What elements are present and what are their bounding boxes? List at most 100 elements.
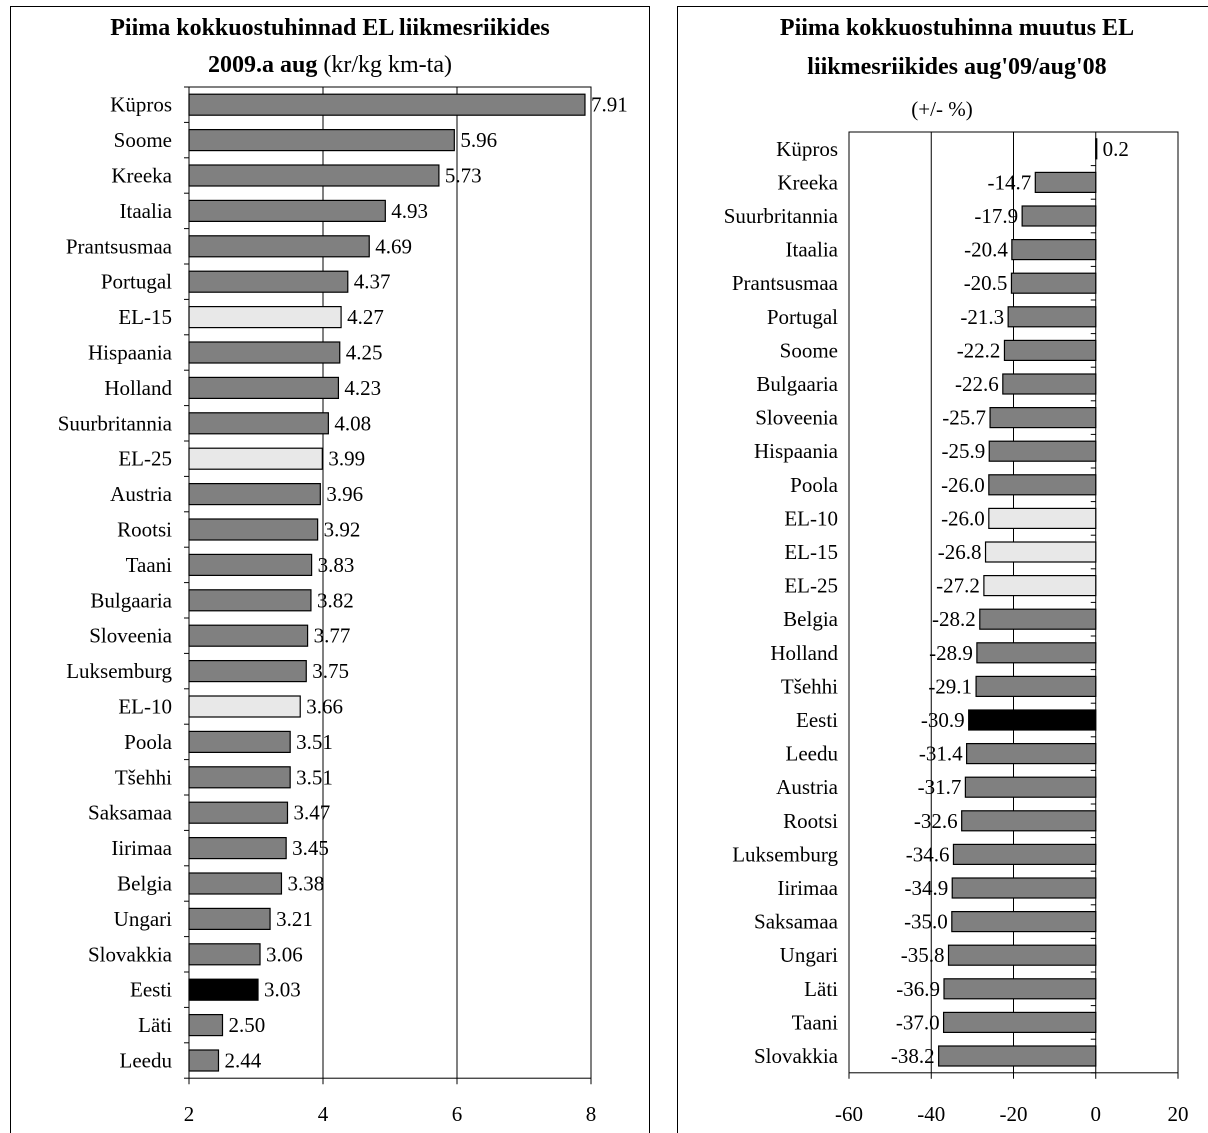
right-data-label-slovakkia: -38.2 xyxy=(891,1044,935,1068)
right-category-label-holland: Holland xyxy=(770,641,838,665)
right-data-label-holland: -28.9 xyxy=(929,641,973,665)
left-bar-sloveenia xyxy=(188,624,309,647)
left-category-label-kreeka: Kreeka xyxy=(111,164,172,188)
right-category-label-läti: Läti xyxy=(804,977,838,1001)
right-bar-el-10 xyxy=(988,507,1097,529)
left-bar-el-25 xyxy=(188,447,323,470)
left-data-label-saksamaa: 3.47 xyxy=(293,801,330,825)
left-x-tick-label: 6 xyxy=(452,1102,463,1126)
left-category-label-luksemburg: Luksemburg xyxy=(66,659,172,683)
right-category-label-ungari: Ungari xyxy=(780,943,838,967)
left-data-label-itaalia: 4.93 xyxy=(391,199,428,223)
left-data-label-prantsusmaa: 4.69 xyxy=(375,234,412,258)
left-category-label-eesti: Eesti xyxy=(130,978,172,1002)
right-bar-kreeka xyxy=(1034,171,1097,193)
left-category-label-itaalia: Itaalia xyxy=(120,199,173,223)
right-data-label-tšehhi: -29.1 xyxy=(928,674,972,698)
right-chart-plot: Küpros 0.2 Kreeka -14.7 Suurbritannia -17.9 It… xyxy=(724,131,1189,1126)
right-bar-el-25 xyxy=(983,574,1097,597)
left-category-label-portugal: Portugal xyxy=(101,270,172,294)
left-bar-kreeka xyxy=(188,164,440,187)
right-bar-rootsi xyxy=(961,810,1097,832)
right-category-label-taani: Taani xyxy=(792,1010,839,1034)
left-data-label-slovakkia: 3.06 xyxy=(266,942,303,966)
right-category-label-poola: Poola xyxy=(790,473,839,497)
right-data-label-el-25: -27.2 xyxy=(936,574,980,598)
left-bar-el-10 xyxy=(188,695,301,718)
right-subtitle-text: (+/- %) xyxy=(911,97,973,121)
left-bar-portugal xyxy=(188,270,349,293)
right-category-label-el-10: EL-10 xyxy=(784,506,838,530)
left-category-label-rootsi: Rootsi xyxy=(117,518,172,542)
right-category-label-portugal: Portugal xyxy=(767,305,838,329)
left-data-label-suurbritannia: 4.08 xyxy=(334,411,371,435)
left-data-label-soome: 5.96 xyxy=(460,128,497,152)
left-bar-bulgaaria xyxy=(188,589,312,612)
left-category-label-läti: Läti xyxy=(138,1013,172,1037)
right-category-label-slovakkia: Slovakkia xyxy=(754,1044,839,1068)
right-category-label-tšehhi: Tšehhi xyxy=(781,674,838,698)
left-data-label-austria: 3.96 xyxy=(326,482,363,506)
right-data-label-saksamaa: -35.0 xyxy=(904,910,948,934)
right-bar-belgia xyxy=(979,608,1097,630)
left-chart-title-line1: Piima kokkuostuhinnad EL liikmesriikides xyxy=(11,15,649,42)
right-data-label-rootsi: -32.6 xyxy=(914,809,958,833)
right-x-tick-label: 0 xyxy=(1091,1102,1102,1126)
left-data-label-portugal: 4.37 xyxy=(354,270,391,294)
left-category-label-el-25: EL-25 xyxy=(118,447,172,471)
right-data-label-küpros: 0.2 xyxy=(1103,137,1129,161)
left-data-label-tšehhi: 3.51 xyxy=(296,765,333,789)
right-category-label-luksemburg: Luksemburg xyxy=(732,842,838,866)
right-bar-leedu xyxy=(966,742,1097,765)
left-bar-belgia xyxy=(188,872,283,895)
right-bar-suurbritannia xyxy=(1021,205,1097,227)
right-bar-portugal xyxy=(1007,306,1097,328)
left-chart-panel: Piima kokkuostuhinnad EL liikmesriikides… xyxy=(10,6,650,1133)
left-data-label-läti: 2.50 xyxy=(229,1013,266,1037)
right-bar-soome xyxy=(1003,339,1097,361)
left-bar-leedu xyxy=(188,1049,220,1072)
left-category-label-prantsusmaa: Prantsusmaa xyxy=(66,234,173,258)
left-category-label-sloveenia: Sloveenia xyxy=(89,624,172,648)
left-data-label-holland: 4.23 xyxy=(344,376,381,400)
left-data-label-poola: 3.51 xyxy=(296,730,333,754)
left-data-label-bulgaaria: 3.82 xyxy=(317,588,354,612)
left-category-label-slovakkia: Slovakkia xyxy=(88,942,173,966)
left-bar-prantsusmaa xyxy=(188,235,370,258)
left-bar-tšehhi xyxy=(188,766,291,789)
left-category-label-iirimaa: Iirimaa xyxy=(111,836,172,860)
right-x-tick-label: -60 xyxy=(835,1102,863,1126)
right-category-label-hispaania: Hispaania xyxy=(754,439,839,463)
right-data-label-belgia: -28.2 xyxy=(932,607,976,631)
left-title-bold: 2009.a aug xyxy=(208,52,318,78)
right-data-label-hispaania: -25.9 xyxy=(941,439,985,463)
left-category-label-bulgaaria: Bulgaaria xyxy=(90,588,172,612)
right-data-label-portugal: -21.3 xyxy=(960,305,1004,329)
right-chart-subtitle: (+/- %) xyxy=(648,97,1208,122)
left-data-label-hispaania: 4.25 xyxy=(346,341,383,365)
right-bar-poola xyxy=(988,474,1097,496)
right-data-label-soome: -22.2 xyxy=(957,338,1001,362)
left-bar-holland xyxy=(188,376,340,399)
left-data-label-luksemburg: 3.75 xyxy=(312,659,349,683)
left-category-label-saksamaa: Saksamaa xyxy=(88,801,173,825)
right-data-label-eesti: -30.9 xyxy=(921,708,965,732)
right-category-label-sloveenia: Sloveenia xyxy=(755,406,838,430)
left-category-label-hispaania: Hispaania xyxy=(88,341,173,365)
left-category-label-suurbritannia: Suurbritannia xyxy=(58,411,173,435)
right-bar-bulgaaria xyxy=(1002,373,1097,395)
left-bar-el-15 xyxy=(188,306,342,329)
right-category-label-eesti: Eesti xyxy=(796,708,838,732)
left-chart-title-line2: 2009.a aug (kr/kg km-ta) xyxy=(11,52,649,79)
right-bar-hispaania xyxy=(988,440,1097,462)
right-data-label-prantsusmaa: -20.5 xyxy=(964,271,1008,295)
left-x-tick-label: 4 xyxy=(318,1102,329,1126)
right-category-label-suurbritannia: Suurbritannia xyxy=(724,204,839,228)
right-bar-iirimaa xyxy=(951,877,1097,899)
left-title-line1-text: Piima kokkuostuhinnad EL liikmesriikides xyxy=(110,15,550,41)
left-bar-soome xyxy=(188,128,455,152)
left-category-label-belgia: Belgia xyxy=(117,872,172,896)
right-category-label-küpros: Küpros xyxy=(776,137,838,161)
right-title-line2-text: liikmesriikides aug'09/aug'08 xyxy=(807,54,1107,80)
right-bar-holland xyxy=(976,642,1097,664)
